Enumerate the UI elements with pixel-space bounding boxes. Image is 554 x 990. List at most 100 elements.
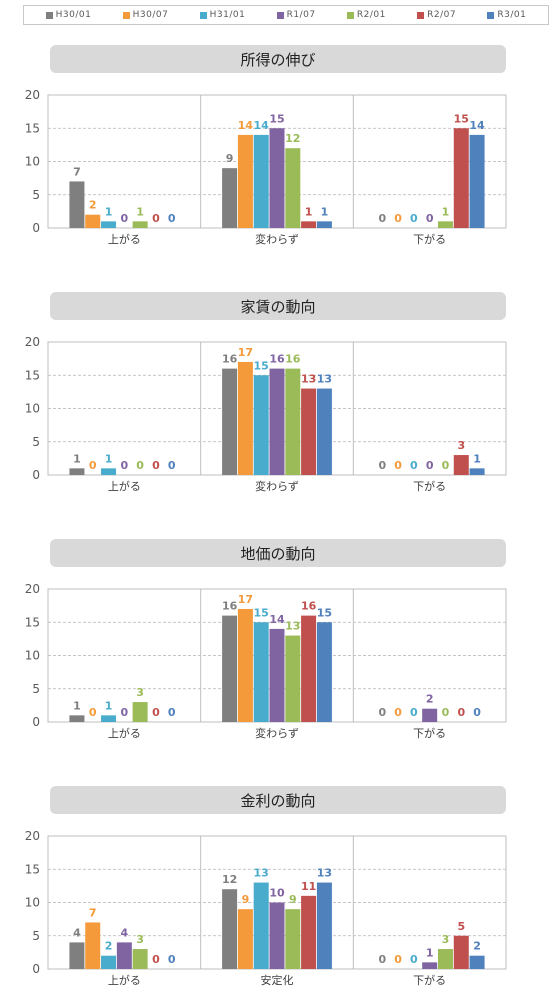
data-label: 16 bbox=[269, 353, 285, 366]
data-label: 1 bbox=[73, 699, 81, 712]
bar bbox=[85, 922, 101, 969]
y-tick-label: 15 bbox=[25, 615, 40, 629]
y-tick-label: 5 bbox=[32, 435, 40, 449]
data-label: 0 bbox=[378, 953, 386, 966]
data-label: 14 bbox=[469, 119, 485, 132]
data-label: 1 bbox=[136, 205, 144, 218]
chart-title: 地価の動向 bbox=[50, 539, 506, 567]
bar bbox=[132, 949, 148, 969]
y-tick-label: 5 bbox=[32, 188, 40, 202]
data-label: 2 bbox=[426, 693, 434, 706]
y-tick-label: 20 bbox=[25, 582, 40, 596]
bar bbox=[116, 942, 132, 969]
bar bbox=[285, 635, 301, 722]
data-label: 4 bbox=[121, 926, 129, 939]
x-category-label: 変わらず bbox=[255, 726, 299, 740]
data-label: 14 bbox=[238, 119, 254, 132]
legend: H30/01 H30/07 H31/01 R1/07 R2/01 R2/07 R… bbox=[23, 5, 549, 25]
legend-item: H31/01 bbox=[199, 10, 246, 20]
legend-swatch bbox=[276, 11, 284, 19]
bar bbox=[269, 368, 285, 475]
data-label: 0 bbox=[394, 953, 402, 966]
data-label: 0 bbox=[426, 459, 434, 472]
data-label: 0 bbox=[168, 459, 176, 472]
data-label: 17 bbox=[238, 346, 253, 359]
bar bbox=[222, 368, 238, 475]
data-label: 0 bbox=[394, 212, 402, 225]
bar bbox=[101, 221, 117, 228]
data-label: 17 bbox=[238, 593, 253, 606]
bar bbox=[132, 221, 148, 228]
data-label: 1 bbox=[426, 946, 434, 959]
bar bbox=[269, 128, 285, 228]
bar bbox=[453, 455, 469, 475]
legend-swatch bbox=[417, 11, 425, 19]
data-label: 0 bbox=[168, 212, 176, 225]
legend-swatch bbox=[346, 11, 354, 19]
data-label: 0 bbox=[152, 953, 160, 966]
data-label: 10 bbox=[269, 887, 285, 900]
data-label: 2 bbox=[473, 940, 481, 953]
data-label: 13 bbox=[285, 620, 300, 633]
legend-item: R1/07 bbox=[276, 10, 316, 20]
data-label: 3 bbox=[442, 933, 450, 946]
x-category-label: 変わらず bbox=[255, 232, 299, 246]
bar bbox=[253, 375, 269, 475]
bar bbox=[469, 468, 485, 475]
y-tick-label: 10 bbox=[25, 896, 40, 910]
bar bbox=[69, 715, 85, 722]
x-category-label: 安定化 bbox=[261, 973, 294, 987]
bar bbox=[69, 181, 85, 228]
data-label: 9 bbox=[242, 893, 250, 906]
chart-title: 金利の動向 bbox=[50, 786, 506, 814]
bar bbox=[301, 388, 317, 475]
bar bbox=[85, 214, 101, 228]
data-label: 16 bbox=[222, 353, 238, 366]
data-label: 0 bbox=[394, 459, 402, 472]
data-label: 1 bbox=[105, 452, 113, 465]
data-label: 0 bbox=[152, 459, 160, 472]
bar bbox=[422, 708, 438, 722]
x-category-label: 上がる bbox=[108, 479, 141, 493]
data-label: 5 bbox=[457, 920, 465, 933]
data-label: 12 bbox=[285, 132, 300, 145]
data-label: 1 bbox=[442, 205, 450, 218]
data-label: 15 bbox=[317, 606, 332, 619]
y-tick-label: 20 bbox=[25, 335, 40, 349]
legend-label: R3/01 bbox=[497, 10, 527, 20]
y-tick-label: 0 bbox=[32, 962, 40, 976]
data-label: 0 bbox=[457, 706, 465, 719]
data-label: 1 bbox=[105, 205, 113, 218]
x-category-label: 下がる bbox=[413, 726, 446, 740]
legend-item: R2/01 bbox=[346, 10, 386, 20]
bar bbox=[437, 221, 453, 228]
data-label: 3 bbox=[136, 686, 144, 699]
data-label: 9 bbox=[289, 893, 297, 906]
bar bbox=[269, 628, 285, 722]
legend-label: R1/07 bbox=[286, 10, 316, 20]
data-label: 0 bbox=[136, 459, 144, 472]
y-tick-label: 5 bbox=[32, 682, 40, 696]
data-label: 3 bbox=[457, 439, 465, 452]
data-label: 13 bbox=[254, 867, 269, 880]
y-tick-label: 20 bbox=[25, 829, 40, 843]
bar bbox=[101, 715, 117, 722]
data-label: 4 bbox=[73, 926, 81, 939]
y-tick-label: 15 bbox=[25, 121, 40, 135]
data-label: 1 bbox=[305, 205, 313, 218]
bar bbox=[285, 909, 301, 969]
bar bbox=[301, 615, 317, 722]
data-label: 13 bbox=[317, 867, 332, 880]
legend-swatch bbox=[122, 11, 130, 19]
data-label: 0 bbox=[168, 706, 176, 719]
y-tick-label: 10 bbox=[25, 155, 40, 169]
chart-title: 家賃の動向 bbox=[50, 292, 506, 320]
data-label: 0 bbox=[121, 706, 129, 719]
bar bbox=[316, 388, 332, 475]
bar bbox=[453, 935, 469, 969]
data-label: 0 bbox=[410, 953, 418, 966]
bar bbox=[301, 895, 317, 969]
